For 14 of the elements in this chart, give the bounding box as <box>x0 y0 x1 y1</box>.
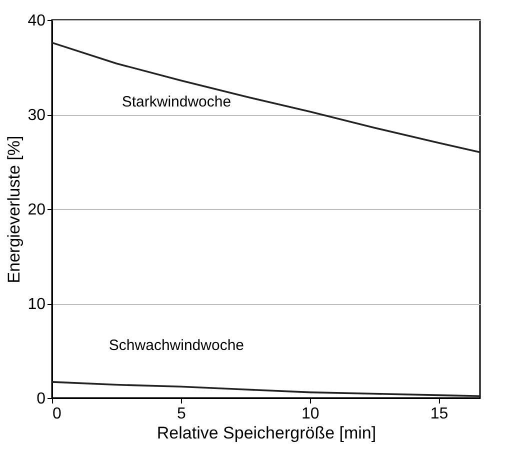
y-tick-label: 0 <box>36 390 46 408</box>
y-tick-label: 10 <box>28 296 46 313</box>
line-series <box>51 42 481 154</box>
x-tick-label: 0 <box>52 406 62 422</box>
y-tick-label: 30 <box>28 107 46 124</box>
text: Schwachwindwoche <box>108 336 244 354</box>
y-tick-label: 40 <box>28 12 46 30</box>
x-tick-label: 5 <box>176 406 186 422</box>
y-tick-label: 20 <box>28 202 46 218</box>
x-tick-label: 15 <box>430 406 448 422</box>
x-tick-label: 10 <box>301 406 320 422</box>
y-axis-title: Energieverluste [%] <box>4 136 24 284</box>
series-label: Starkwindwoche <box>122 93 232 110</box>
x-axis-title: Relative Speichergröße [min] <box>156 424 376 442</box>
